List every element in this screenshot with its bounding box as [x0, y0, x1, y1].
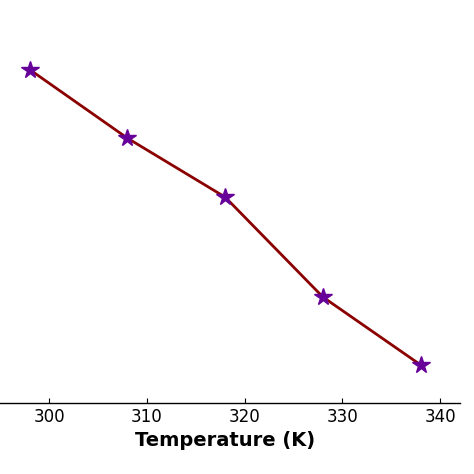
X-axis label: Temperature (K): Temperature (K) [135, 431, 315, 450]
